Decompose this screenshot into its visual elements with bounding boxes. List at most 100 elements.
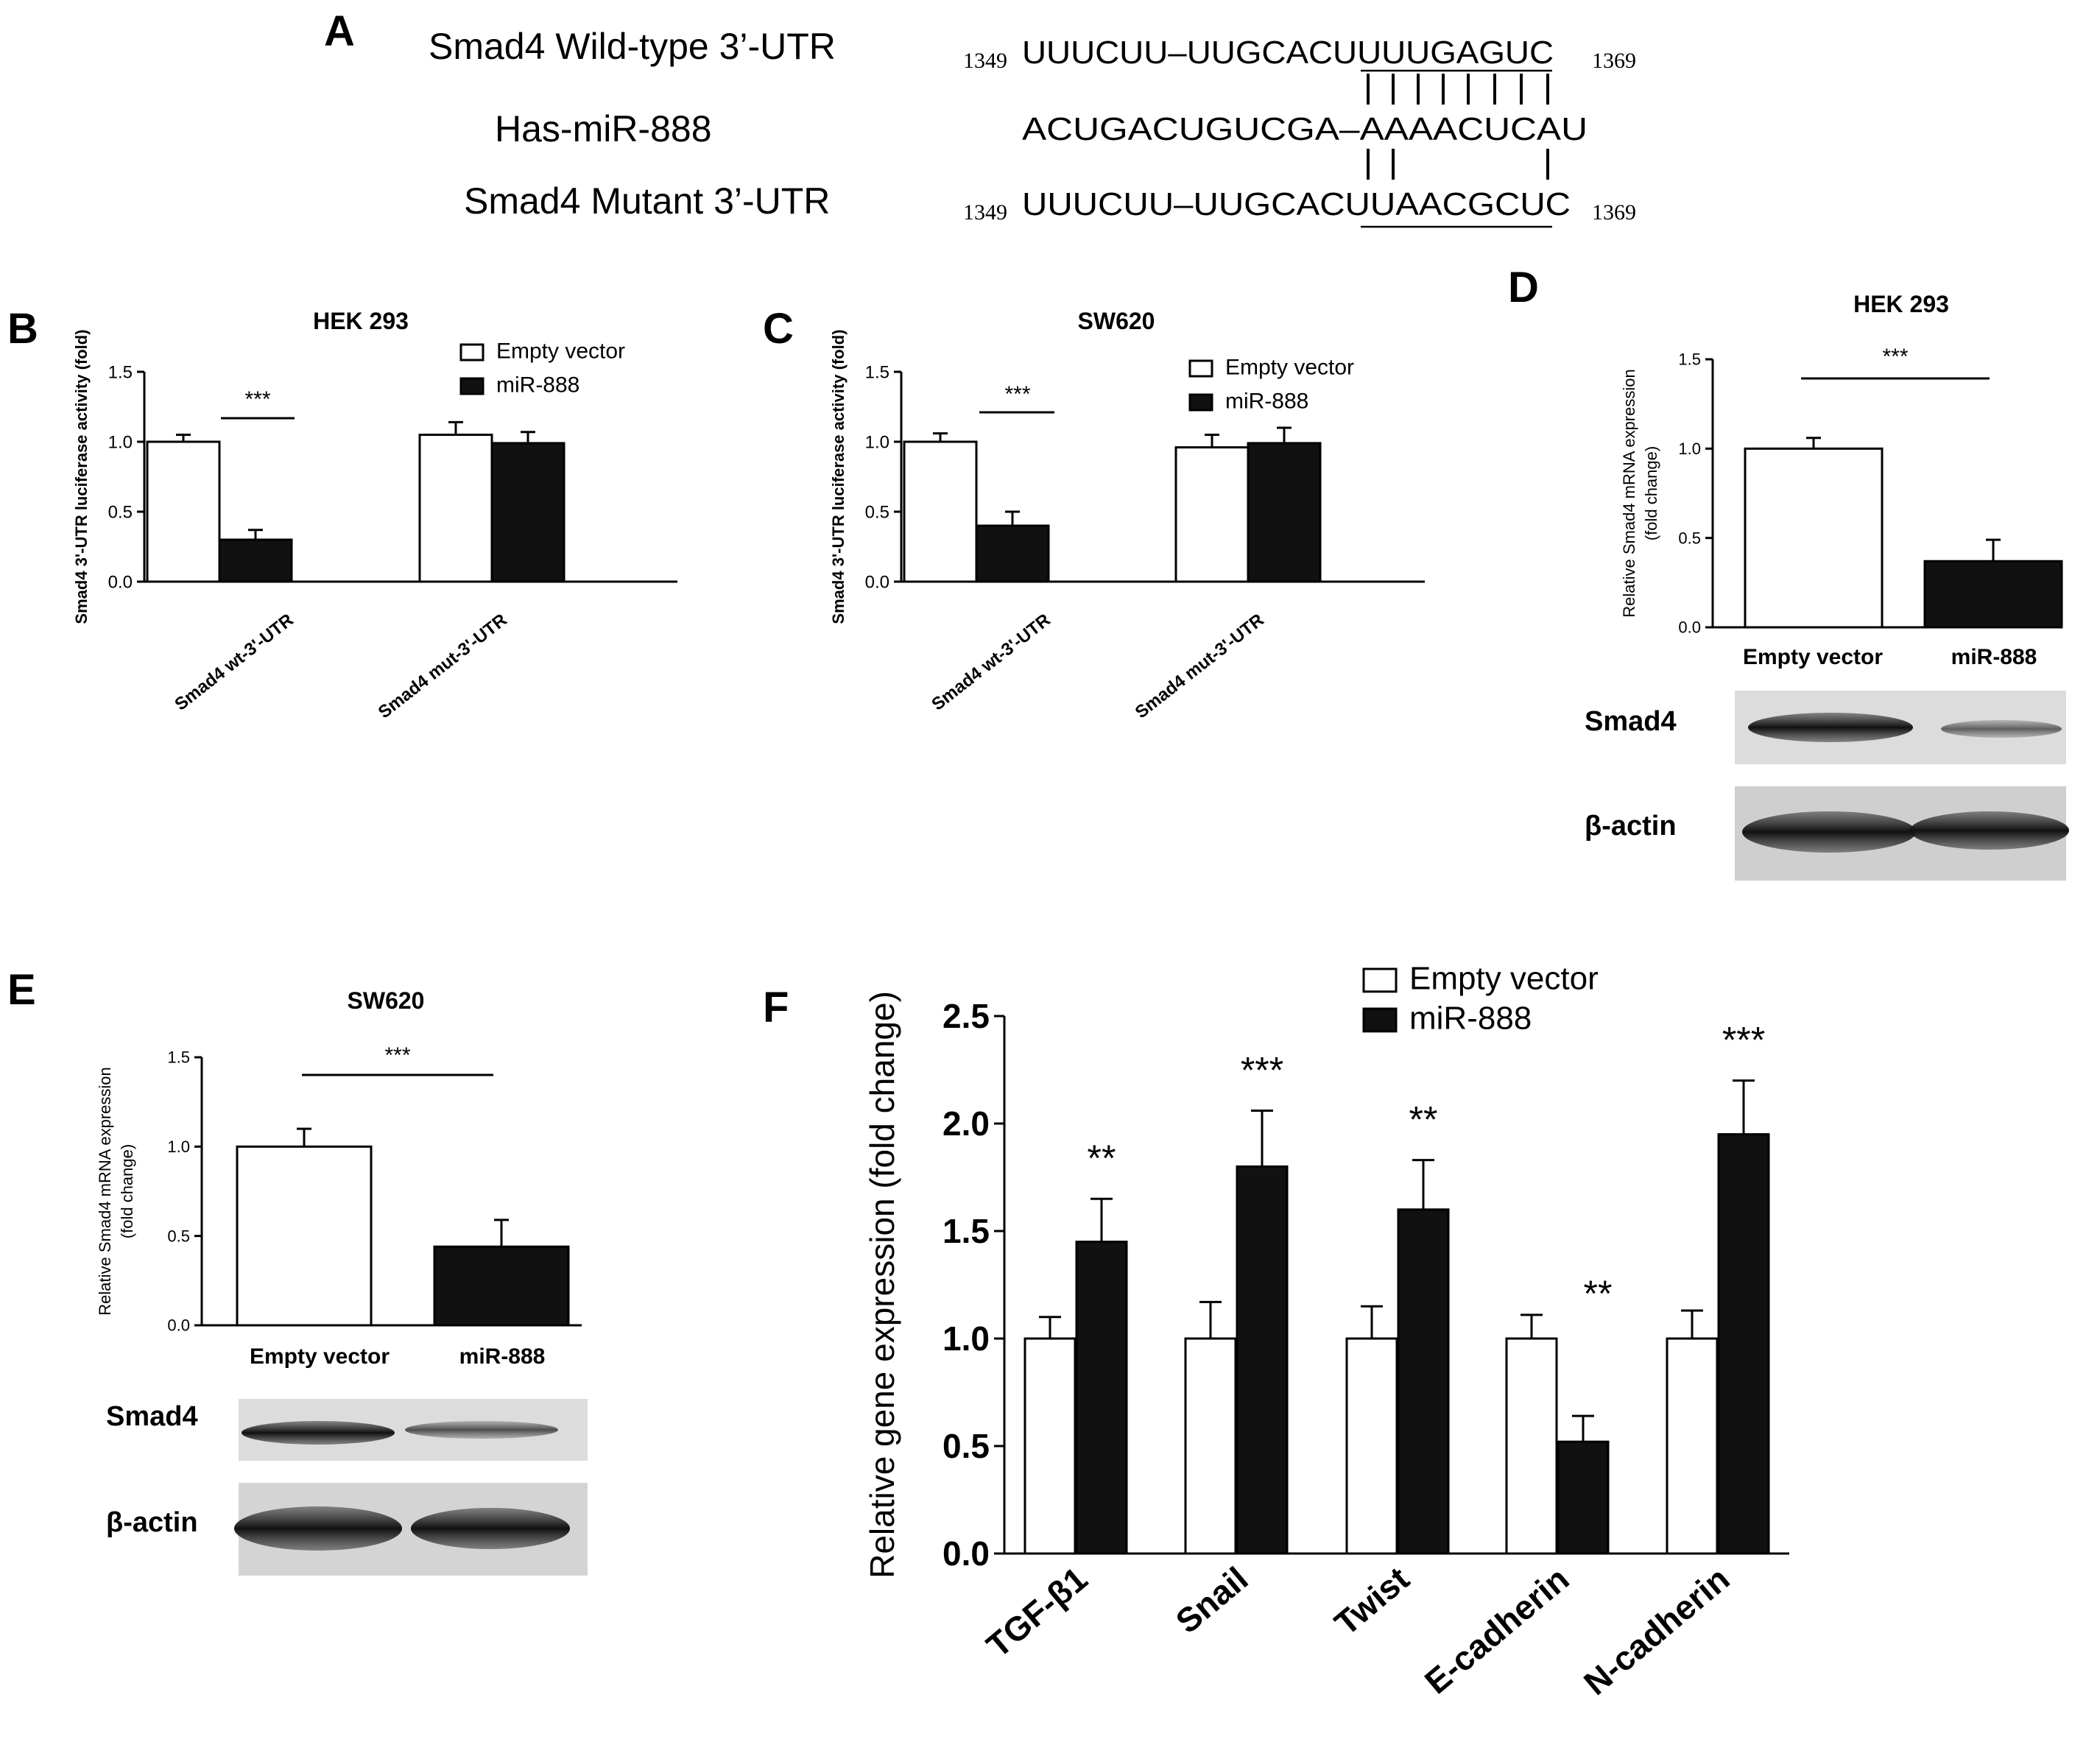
blot-d-actin-band-mir bbox=[1910, 811, 2069, 850]
mir-name: Has-miR-888 bbox=[495, 108, 712, 149]
B-bar-0 bbox=[146, 440, 221, 583]
C-title: SW620 bbox=[1078, 308, 1155, 334]
F-category-label: TGF-β1 bbox=[979, 1559, 1095, 1665]
blot-d-smad4-band-mir bbox=[1941, 720, 2062, 738]
B-legend-label-0: Empty vector bbox=[496, 339, 625, 364]
E-category-label: Empty vector bbox=[250, 1344, 390, 1369]
C-legend-label-1: miR-888 bbox=[1225, 389, 1308, 414]
blot-e-smad4-band-mir bbox=[405, 1421, 558, 1439]
B-ytick-label: 1.0 bbox=[108, 432, 133, 452]
blot-d-smad4-band-ev bbox=[1748, 713, 1913, 742]
F-ytick-label: 0.5 bbox=[942, 1427, 990, 1465]
C-category-label: Smad4 wt-3'-UTR bbox=[928, 610, 1054, 714]
B-bar-1 bbox=[218, 538, 293, 583]
F-category-label: Twist bbox=[1328, 1559, 1417, 1643]
D-bar-1 bbox=[1923, 560, 2063, 629]
E-ytick-label: 0.0 bbox=[167, 1316, 190, 1335]
western-blot-e: Smad4 β-actin bbox=[106, 1399, 588, 1576]
blot-e-smad4-label: Smad4 bbox=[106, 1401, 198, 1432]
E-sig-label: *** bbox=[384, 1043, 410, 1068]
F-bar-0 bbox=[1023, 1337, 1077, 1555]
F-sig-label: ** bbox=[1584, 1273, 1613, 1314]
F-ytick-label: 2.0 bbox=[942, 1104, 990, 1143]
D-ylabel: Relative Smad4 mRNA expression bbox=[1620, 369, 1638, 617]
F-legend-swatch-1 bbox=[1362, 1007, 1398, 1033]
mut-utr-start: 1349 bbox=[963, 200, 1007, 225]
F-sig-label: ** bbox=[1088, 1138, 1116, 1179]
F-ylabel: Relative gene expression (fold change) bbox=[863, 991, 901, 1579]
F-ytick-label: 1.5 bbox=[942, 1212, 990, 1250]
B-legend-swatch-1 bbox=[459, 377, 485, 395]
F-bar-6 bbox=[1505, 1337, 1558, 1555]
western-blot-d: Smad4 β-actin bbox=[1585, 691, 2069, 881]
panel-label-d: D bbox=[1508, 264, 1539, 311]
B-bar-2 bbox=[418, 434, 493, 583]
blot-e-smad4-band-ev bbox=[242, 1421, 395, 1445]
blot-e-actin-label: β-actin bbox=[106, 1507, 198, 1538]
C-bar-0 bbox=[903, 440, 978, 583]
D-category-label: miR-888 bbox=[1951, 645, 2037, 669]
C-bar-2 bbox=[1174, 446, 1250, 583]
C-legend-label-0: Empty vector bbox=[1225, 356, 1354, 380]
B-ytick-label: 0.5 bbox=[108, 502, 133, 522]
E-ytick-label: 1.5 bbox=[167, 1048, 190, 1067]
F-category-label: N-cadherin bbox=[1576, 1559, 1736, 1702]
C-category-label: Smad4 mut-3'-UTR bbox=[1132, 610, 1268, 722]
D-ytick-label: 1.5 bbox=[1678, 350, 1701, 369]
F-bar-4 bbox=[1345, 1337, 1398, 1555]
F-bar-1 bbox=[1075, 1241, 1128, 1555]
B-ytick-label: 0.0 bbox=[108, 572, 133, 592]
panel-label-b: B bbox=[7, 305, 38, 353]
D-ytick-label: 0.0 bbox=[1678, 618, 1701, 637]
E-ylabel: (fold change) bbox=[118, 1144, 136, 1238]
F-sig-label: ** bbox=[1409, 1099, 1438, 1140]
F-sig-label: *** bbox=[1722, 1020, 1765, 1061]
C-ytick-label: 1.5 bbox=[865, 362, 889, 382]
mut-utr-name: Smad4 Mutant 3’-UTR bbox=[464, 180, 830, 222]
blot-d-smad4-label: Smad4 bbox=[1585, 706, 1677, 737]
C-ytick-label: 0.5 bbox=[865, 502, 889, 522]
C-bar-1 bbox=[975, 524, 1050, 583]
wt-utr-seq: UUUCUU–UUGCACUUUUGAGUC bbox=[1022, 35, 1554, 71]
F-legend-swatch-0 bbox=[1362, 967, 1398, 993]
F-bar-3 bbox=[1236, 1165, 1289, 1555]
D-ytick-label: 0.5 bbox=[1678, 529, 1701, 547]
F-legend-label-1: miR-888 bbox=[1409, 1000, 1532, 1036]
blot-e-actin-band-mir bbox=[411, 1508, 570, 1549]
D-ytick-label: 1.0 bbox=[1678, 440, 1701, 458]
B-bar-3 bbox=[490, 442, 565, 583]
F-bar-2 bbox=[1184, 1337, 1237, 1555]
F-bar-7 bbox=[1557, 1440, 1610, 1555]
mut-pairing-lines bbox=[1367, 149, 1549, 180]
E-category-label: miR-888 bbox=[459, 1344, 546, 1369]
E-ylabel: Relative Smad4 mRNA expression bbox=[96, 1067, 114, 1315]
C-legend-swatch-1 bbox=[1188, 393, 1213, 412]
D-sig-label: *** bbox=[1882, 345, 1908, 369]
wt-utr-name: Smad4 Wild-type 3’-UTR bbox=[429, 26, 836, 67]
B-category-label: Smad4 wt-3'-UTR bbox=[171, 610, 297, 714]
wt-utr-end: 1369 bbox=[1592, 49, 1636, 73]
D-category-label: Empty vector bbox=[1743, 645, 1883, 669]
panel-a: A Smad4 Wild-type 3’-UTR 1349 UUUCUU–UUG… bbox=[324, 7, 1636, 228]
E-ytick-label: 1.0 bbox=[167, 1138, 190, 1156]
C-ytick-label: 0.0 bbox=[865, 572, 889, 592]
panel-label-c: C bbox=[763, 305, 794, 353]
blot-d-actin-label: β-actin bbox=[1585, 811, 1677, 842]
F-bar-8 bbox=[1666, 1337, 1719, 1555]
B-ytick-label: 1.5 bbox=[108, 362, 133, 382]
F-ytick-label: 2.5 bbox=[942, 997, 990, 1035]
F-bar-5 bbox=[1397, 1208, 1450, 1555]
E-ytick-label: 0.5 bbox=[167, 1227, 190, 1245]
mir-seq: ACUGACUGUCGA–AAAACUCAU bbox=[1022, 111, 1588, 147]
F-category-label: Snail bbox=[1169, 1559, 1255, 1641]
E-bar-0 bbox=[236, 1145, 373, 1327]
D-bar-0 bbox=[1744, 447, 1884, 629]
mut-utr-end: 1369 bbox=[1592, 200, 1636, 225]
panel-label-a: A bbox=[324, 7, 355, 55]
wt-utr-start: 1349 bbox=[963, 49, 1007, 73]
F-ytick-label: 0.0 bbox=[942, 1534, 990, 1573]
F-sig-label: *** bbox=[1241, 1049, 1283, 1090]
F-bar-9 bbox=[1717, 1133, 1770, 1555]
